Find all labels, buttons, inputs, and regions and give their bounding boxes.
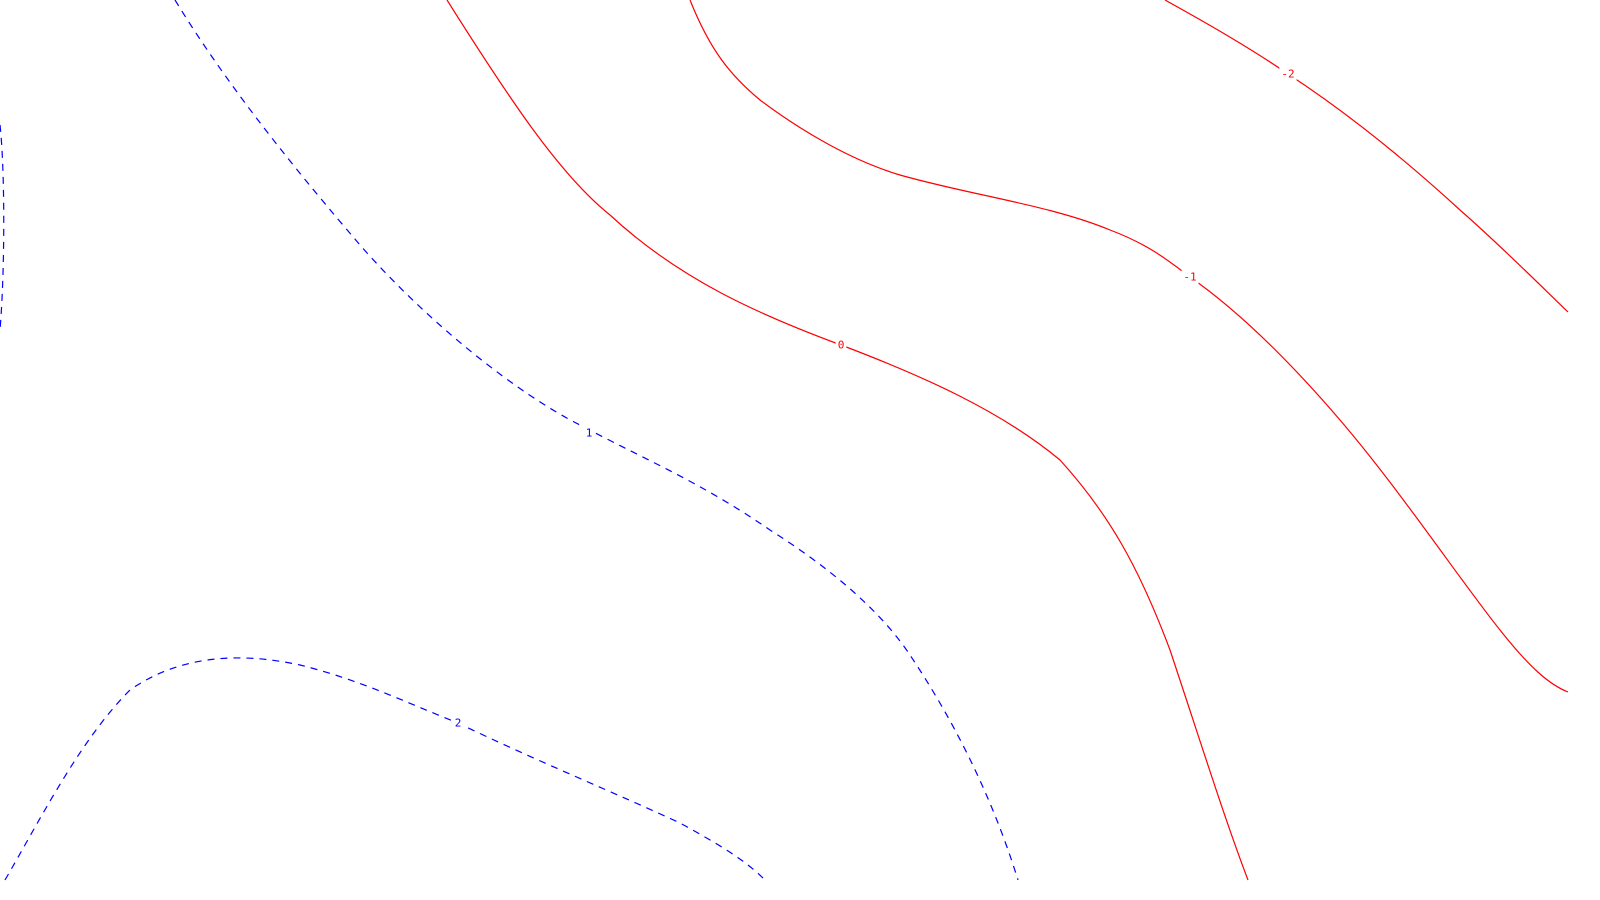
contour-label-gap	[835, 338, 847, 352]
contour-line-level-minus-1	[689, 0, 1569, 693]
contour-label-level-minus-2: -2	[1281, 68, 1294, 81]
contour-label-level-minus-1: -1	[1183, 271, 1196, 284]
contour-label-gap	[1279, 67, 1297, 81]
contour-line-level-1-edge	[0, 124, 5, 331]
contour-label-gap	[1181, 270, 1199, 284]
contour-label-gap	[583, 426, 595, 440]
contour-label-gap	[452, 716, 464, 730]
contour-label-level-2: 2	[455, 717, 462, 730]
contour-label-level-0: 0	[838, 339, 845, 352]
contour-line-level-minus-2	[1164, 0, 1569, 313]
contour-label-level-1: 1	[586, 427, 593, 440]
contour-line-level-2	[4, 657, 766, 881]
contour-line-level-0	[446, 0, 1249, 881]
contour-line-level-1	[174, 0, 1019, 881]
